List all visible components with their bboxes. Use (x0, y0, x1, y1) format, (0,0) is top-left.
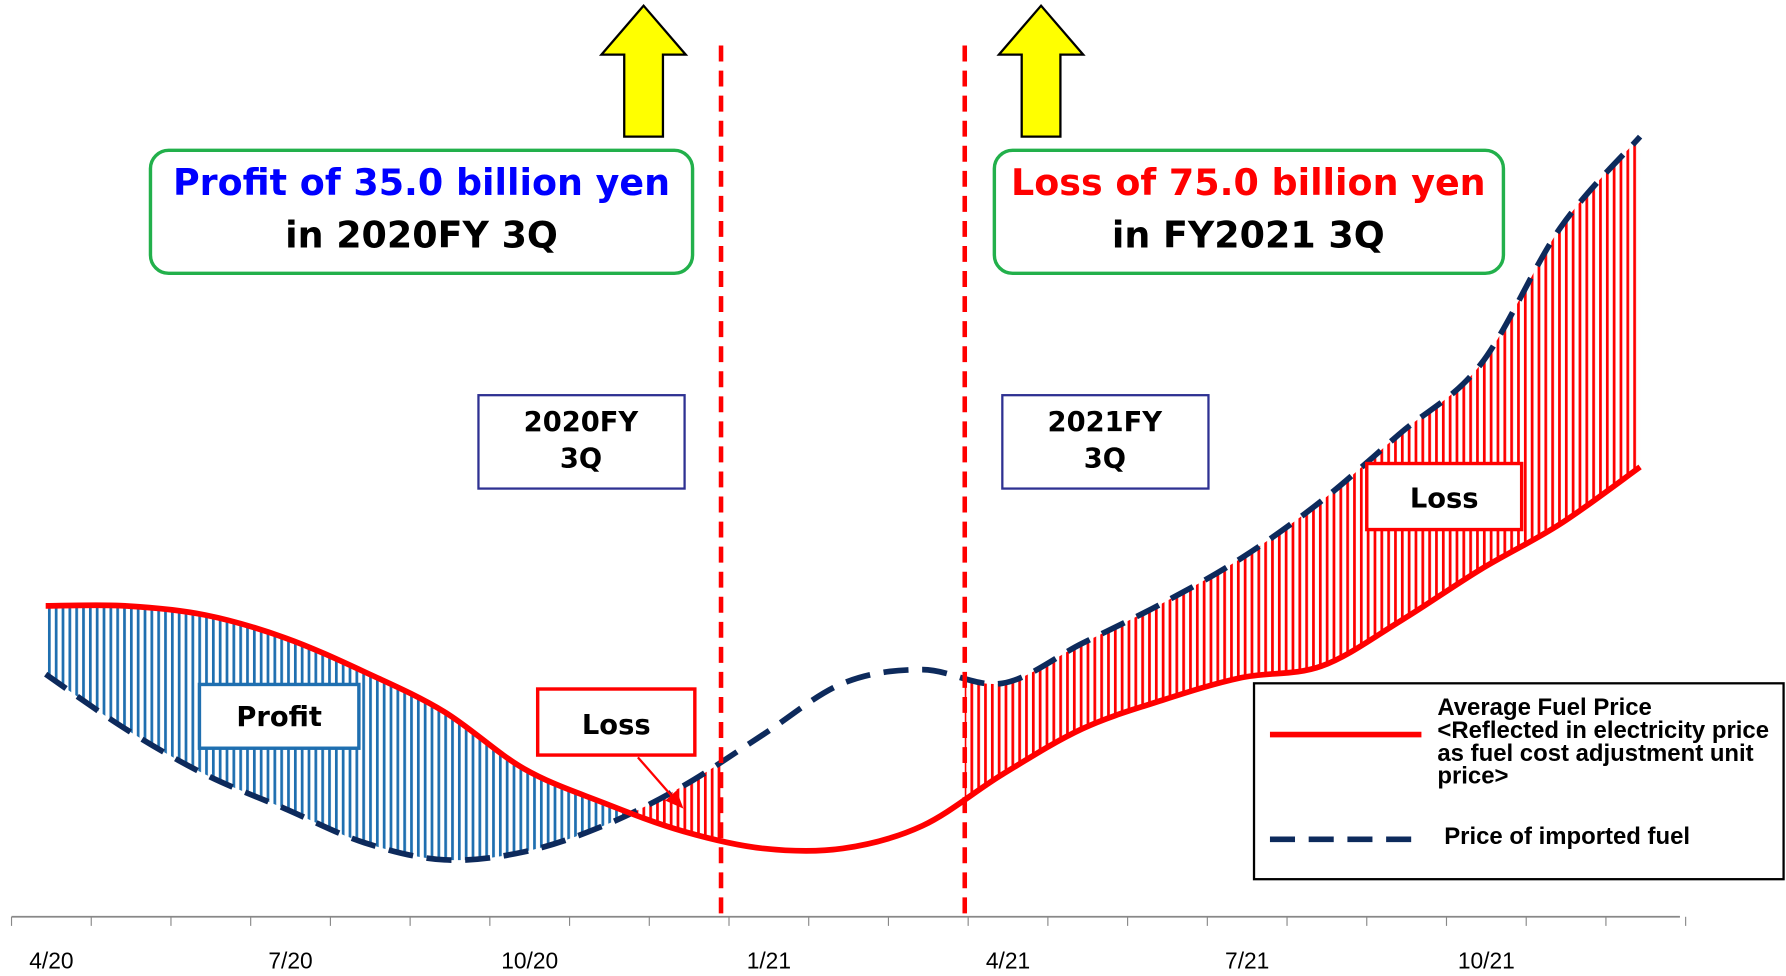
summary-text: in 2020FY 3Q (285, 213, 558, 256)
legend-text: Average Fuel Price <Reflected in electri… (1437, 696, 1770, 790)
arrow-icon (598, 3, 689, 138)
line-series (45, 464, 1642, 854)
arrow-icon (996, 3, 1086, 138)
label-box (197, 682, 361, 750)
x-tick-label: 4/21 (986, 947, 1030, 973)
label-box (1365, 461, 1524, 532)
legend-label: Average Fuel Price <Reflected in electri… (1437, 696, 1770, 790)
x-tick-label: 7/21 (1225, 947, 1269, 973)
region-label: Profit (236, 702, 322, 733)
quarter-text: 3Q (1084, 444, 1126, 475)
summary-text: Loss of 75.0 billion yen (1011, 161, 1486, 204)
summary-text: Profit of 35.0 billion yen (173, 161, 670, 204)
x-tick-label: 1/21 (747, 947, 791, 973)
quarter-text: 2020FY (524, 407, 640, 438)
legend (1252, 682, 1785, 881)
summary-box (992, 148, 1506, 276)
summary-text: in FY2021 3Q (1112, 213, 1385, 256)
quarter-text: 2021FY (1048, 407, 1164, 438)
quarter-box (477, 394, 686, 490)
x-tick-label: 4/20 (29, 947, 73, 973)
legend-text: Price of imported fuel (1444, 825, 1691, 850)
quarter-text: 3Q (560, 444, 602, 475)
summary-box (148, 148, 695, 276)
pointer-head (665, 790, 684, 809)
x-tick-label: 10/21 (1458, 947, 1515, 973)
region-label: Loss (1410, 483, 1479, 514)
x-tick-label: 7/20 (268, 947, 312, 973)
quarter-box (1001, 394, 1210, 490)
region-label: Loss (582, 710, 651, 741)
x-tick-label: 10/20 (501, 947, 558, 973)
pointer-line (637, 756, 679, 804)
legend-label: Price of imported fuel (1444, 825, 1691, 850)
label-box (535, 687, 697, 757)
line-series (44, 134, 1643, 863)
